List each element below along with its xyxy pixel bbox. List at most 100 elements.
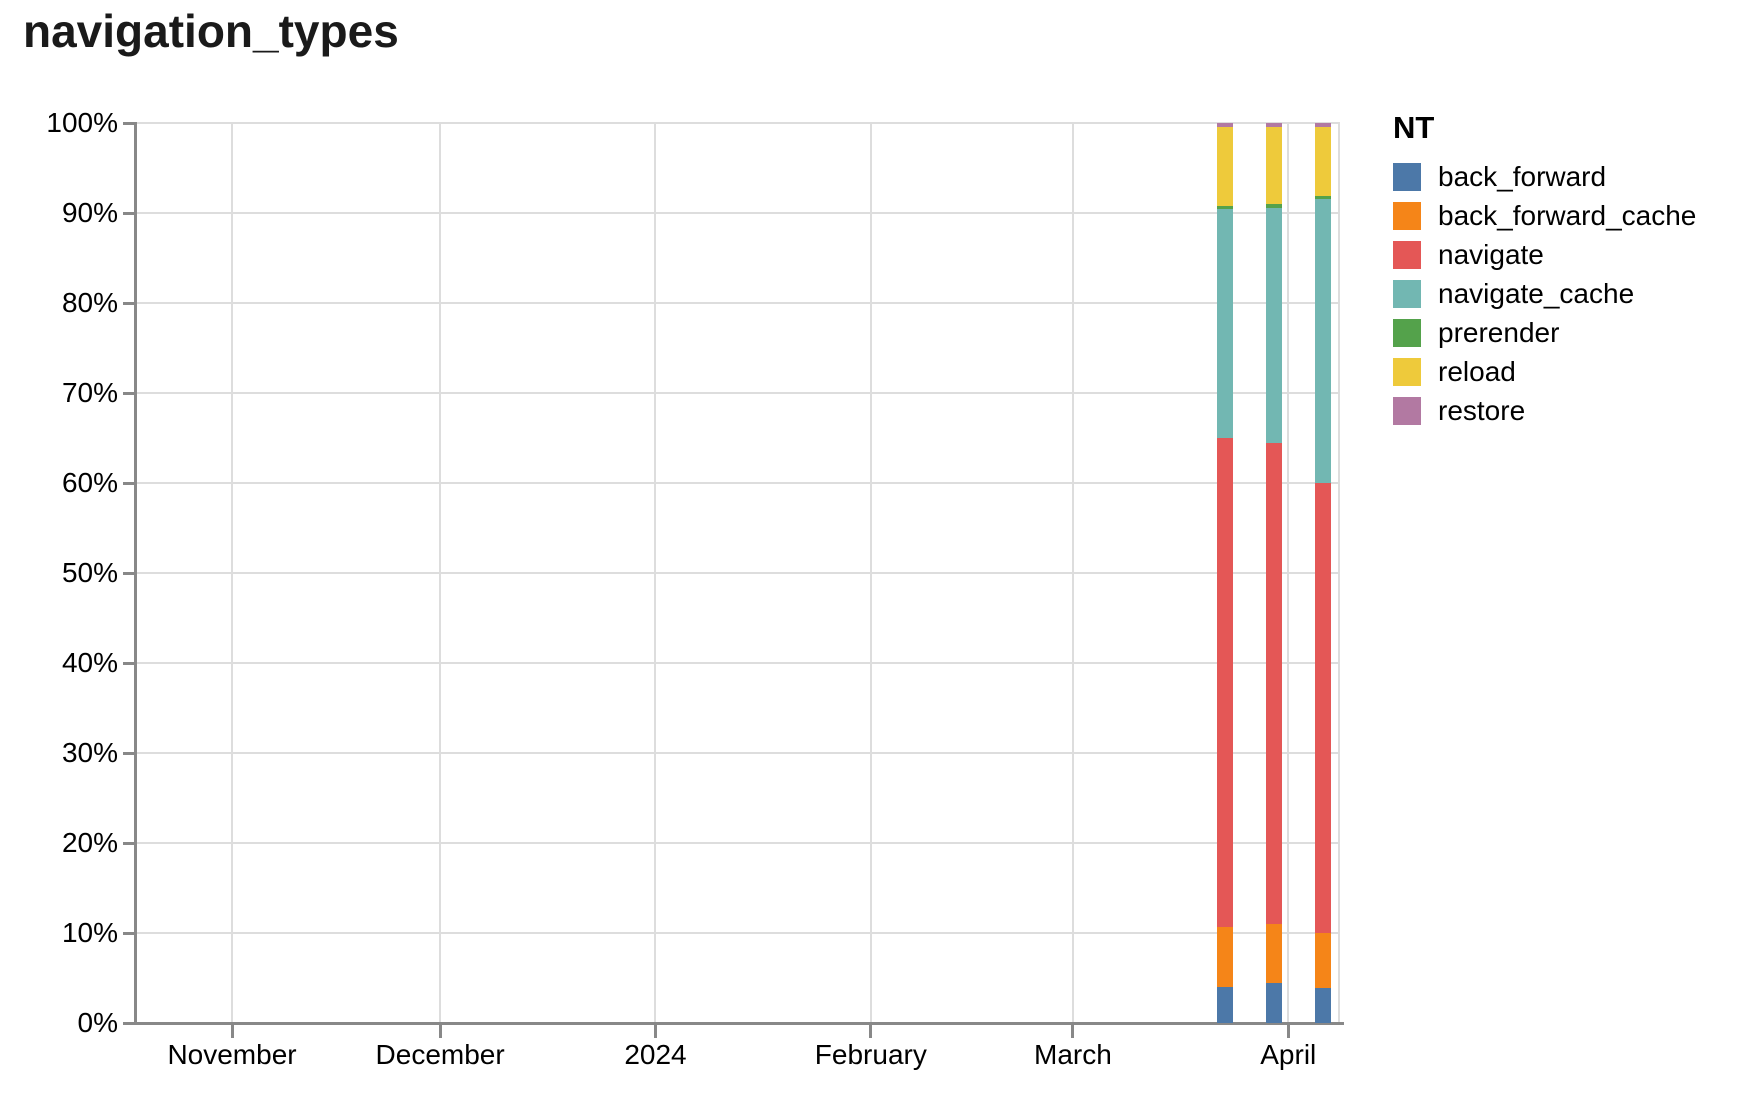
bar-segment-navigate_cache xyxy=(1265,207,1282,443)
y-gridline xyxy=(137,212,1340,214)
y-axis-tick xyxy=(123,661,137,665)
legend-label: restore xyxy=(1438,395,1526,426)
legend-items: back_forward back_forward_cache navigate na… xyxy=(1393,161,1697,426)
x-axis-tick xyxy=(869,1023,873,1038)
y-axis-label: 50% xyxy=(61,557,118,588)
y-axis-tick xyxy=(123,301,137,305)
y-axis-label: 30% xyxy=(61,737,118,768)
chart-title: navigation_types xyxy=(23,5,399,57)
legend-label: reload xyxy=(1438,356,1516,387)
legend-swatch-navigate_cache xyxy=(1393,280,1421,308)
bar-segment-back_forward_cache xyxy=(1216,926,1233,987)
bar-segment-navigate xyxy=(1315,483,1332,934)
y-gridline xyxy=(137,842,1340,844)
y-axis-label: 20% xyxy=(61,827,118,858)
bar-segment-back_forward_cache xyxy=(1315,933,1332,988)
x-axis-tick xyxy=(438,1023,442,1038)
y-axis-label: 100% xyxy=(46,107,118,138)
bar-segment-navigate_cache xyxy=(1216,209,1233,439)
y-axis-tick xyxy=(123,751,137,755)
bar xyxy=(1216,123,1233,1023)
y-gridline xyxy=(137,122,1340,124)
x-gridline xyxy=(654,123,657,1023)
bar-segment-prerender xyxy=(1315,195,1332,199)
y-axis-tick xyxy=(123,121,137,125)
y-gridline xyxy=(137,482,1340,484)
legend-item-prerender: prerender xyxy=(1393,317,1696,348)
x-axis-tick xyxy=(653,1023,657,1038)
y-gridline xyxy=(137,932,1340,934)
bar-segment-back_forward_cache xyxy=(1265,924,1282,984)
y-axis-label: 70% xyxy=(61,377,118,408)
bar-segment-navigate xyxy=(1265,442,1282,925)
x-axis-tick xyxy=(230,1023,234,1038)
legend-swatch-restore xyxy=(1393,397,1421,425)
legend-title: NT xyxy=(1393,110,1435,145)
y-gridline xyxy=(137,302,1340,304)
plot-edge-gridline xyxy=(1338,123,1340,1023)
bar-segment-navigate_cache xyxy=(1315,198,1332,484)
y-axis-label: 90% xyxy=(61,197,118,228)
bar-segment-back_forward xyxy=(1216,987,1233,1023)
bar-segment-prerender xyxy=(1216,205,1233,210)
bar-segment-reload xyxy=(1216,126,1233,206)
y-axis-tick xyxy=(123,841,137,845)
legend-swatch-navigate xyxy=(1393,241,1421,269)
y-gridline xyxy=(137,392,1340,394)
x-axis-label: April xyxy=(1260,1039,1317,1070)
y-gridline xyxy=(137,752,1340,754)
y-axis-tick xyxy=(123,391,137,395)
bar-segment-restore xyxy=(1265,123,1282,127)
y-axis-tick xyxy=(123,1021,137,1025)
bar-segment-prerender xyxy=(1265,204,1282,208)
legend-item-navigate_cache: navigate_cache xyxy=(1393,278,1696,309)
x-gridline xyxy=(869,123,872,1023)
y-axis-label: 80% xyxy=(61,287,118,318)
bar-segment-back_forward xyxy=(1265,983,1282,1023)
x-axis-label: December xyxy=(375,1039,505,1070)
y-axis-label: 10% xyxy=(61,917,118,948)
x-axis-tick xyxy=(1286,1023,1290,1038)
x-gridline xyxy=(1287,123,1290,1023)
bar-segment-back_forward xyxy=(1315,987,1332,1023)
y-axis-label: 0% xyxy=(77,1007,118,1038)
legend-label: navigate xyxy=(1438,239,1544,270)
bar-segment-reload xyxy=(1265,126,1282,205)
x-axis-tick xyxy=(1071,1023,1075,1038)
legend-item-back_forward_cache: back_forward_cache xyxy=(1393,200,1697,231)
y-gridline xyxy=(137,572,1340,574)
y-axis-label: 40% xyxy=(61,647,118,678)
bar xyxy=(1265,123,1282,1023)
legend-swatch-back_forward_cache xyxy=(1393,202,1421,230)
bar-segment-restore xyxy=(1216,123,1233,127)
y-axis-tick xyxy=(123,481,137,485)
x-gridline xyxy=(439,123,442,1023)
bar-segment-navigate xyxy=(1216,438,1233,927)
legend-label: back_forward_cache xyxy=(1438,200,1697,231)
legend-item-back_forward: back_forward xyxy=(1393,161,1696,192)
legend-label: back_forward xyxy=(1438,161,1607,192)
plot-area xyxy=(137,122,1340,1023)
bar-segment-reload xyxy=(1315,126,1332,196)
legend-label: navigate_cache xyxy=(1438,278,1635,309)
x-axis-line xyxy=(134,1022,1344,1025)
legend-item-restore: restore xyxy=(1393,395,1696,426)
x-gridline xyxy=(1071,123,1074,1023)
x-axis-label: February xyxy=(814,1039,927,1070)
legend-swatch-reload xyxy=(1393,358,1421,386)
y-axis-tick xyxy=(123,931,137,935)
legend-swatch-prerender xyxy=(1393,319,1421,347)
bar-segment-restore xyxy=(1315,123,1332,127)
y-axis-tick xyxy=(123,211,137,215)
x-axis-label: November xyxy=(167,1039,297,1070)
legend-label: prerender xyxy=(1438,317,1560,348)
bar xyxy=(1315,123,1332,1023)
y-gridline xyxy=(137,662,1340,664)
legend-item-navigate: navigate xyxy=(1393,239,1696,270)
x-axis-label: 2024 xyxy=(624,1039,687,1070)
y-axis-label: 60% xyxy=(61,467,118,498)
x-axis-label: March xyxy=(1034,1039,1112,1070)
x-gridline xyxy=(231,123,234,1023)
